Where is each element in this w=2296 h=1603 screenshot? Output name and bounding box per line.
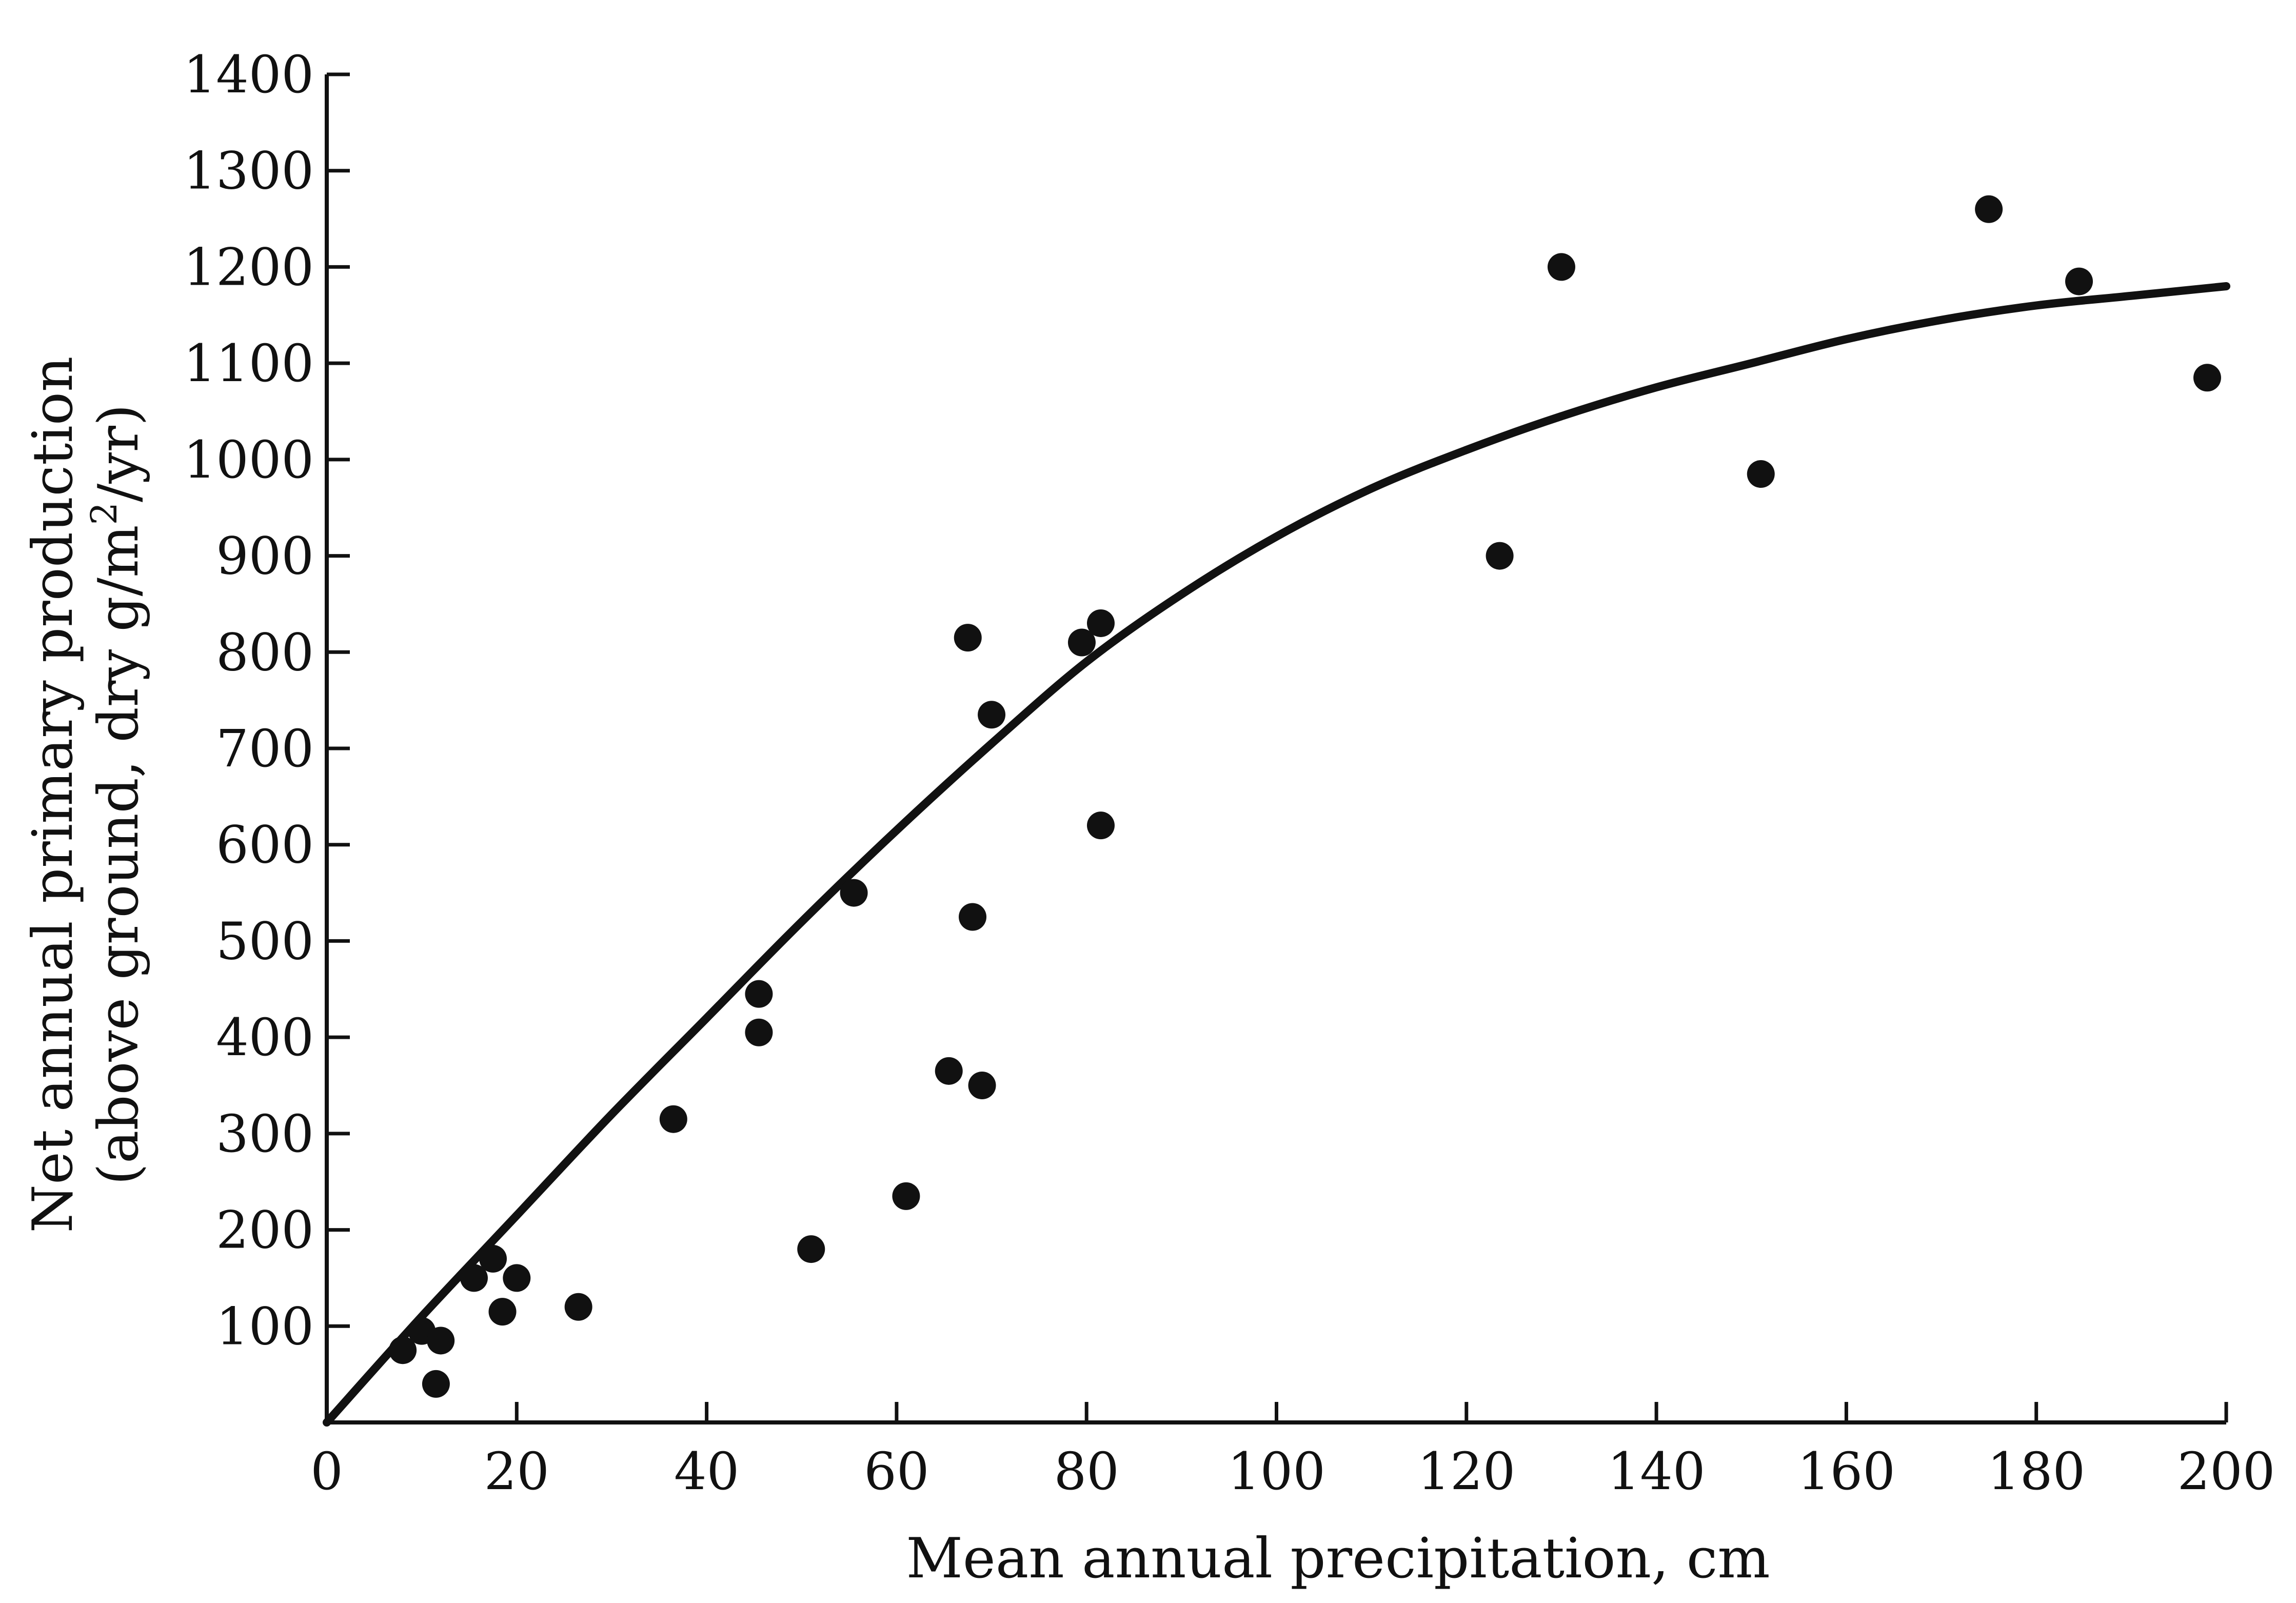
data-point <box>745 980 773 1008</box>
data-point <box>488 1298 517 1326</box>
data-point <box>840 879 868 907</box>
axes <box>325 74 2226 1424</box>
data-point <box>659 1105 687 1133</box>
x-tick-label: 40 <box>674 1441 739 1501</box>
y-axis-title-unit-superscript: 2 <box>83 502 125 525</box>
y-tick-label: 500 <box>216 911 314 971</box>
x-tick-label: 120 <box>1417 1441 1515 1501</box>
y-tick-label: 300 <box>216 1104 314 1164</box>
x-tick-label: 80 <box>1054 1441 1119 1501</box>
y-tick-label: 1100 <box>184 333 314 393</box>
y-tick-label: 1400 <box>184 45 314 105</box>
data-point <box>1975 195 2003 223</box>
y-tick-label: 900 <box>216 526 314 586</box>
y-axis-title: Net annual primary production (above gro… <box>21 356 151 1233</box>
fit-curve-layer <box>323 282 2230 1427</box>
data-point <box>1086 812 1115 840</box>
data-point <box>2065 267 2093 295</box>
y-tick-label: 1000 <box>184 430 314 490</box>
data-point <box>745 1018 773 1046</box>
y-tick-label: 700 <box>216 719 314 779</box>
data-point <box>959 903 987 931</box>
fit-curve <box>323 282 2230 1427</box>
data-point <box>954 624 982 652</box>
data-point <box>978 701 1006 729</box>
data-point <box>892 1182 920 1210</box>
x-tick-label: 60 <box>864 1441 929 1501</box>
x-tick-label: 100 <box>1228 1441 1325 1501</box>
y-tick-label: 600 <box>216 815 314 875</box>
y-tick-label: 800 <box>216 622 314 682</box>
data-point <box>935 1057 963 1085</box>
data-point <box>2193 364 2221 392</box>
y-axis-title-line2-suffix: /yr) <box>87 404 151 502</box>
x-ticks: 0 20 40 60 80 100 120 140 160 180 200 <box>310 1402 2275 1501</box>
y-tick-label: 100 <box>216 1296 314 1356</box>
data-point <box>460 1264 488 1292</box>
y-axis-title-line2: (above ground, dry g/m2/yr) <box>83 404 151 1185</box>
data-point <box>389 1336 417 1364</box>
data-point <box>797 1235 825 1263</box>
data-point <box>422 1370 450 1398</box>
y-axis-title-line2-prefix: (above ground, dry g/m <box>87 525 151 1185</box>
x-tick-label: 0 <box>310 1441 343 1501</box>
y-tick-label: 400 <box>216 1007 314 1067</box>
x-tick-label: 20 <box>484 1441 549 1501</box>
y-axis-title-line1: Net annual primary production <box>21 356 85 1233</box>
x-tick-label: 140 <box>1608 1441 1706 1501</box>
y-tick-label: 1200 <box>184 237 314 297</box>
y-ticks: 100 200 300 400 500 600 700 800 900 1000 1100 1200 1… <box>184 45 350 1356</box>
data-point <box>1086 609 1115 637</box>
data-point <box>1747 460 1775 488</box>
data-point <box>427 1327 455 1355</box>
x-tick-label: 160 <box>1797 1441 1895 1501</box>
data-point <box>1067 628 1096 657</box>
x-tick-label: 180 <box>1987 1441 2085 1501</box>
x-axis-title: Mean annual precipitation, cm <box>906 1527 1770 1591</box>
x-tick-label: 200 <box>2178 1441 2275 1501</box>
data-point <box>968 1072 996 1099</box>
data-point <box>1547 253 1575 281</box>
y-tick-label: 1300 <box>184 141 314 201</box>
data-points <box>389 195 2221 1398</box>
y-tick-label: 200 <box>216 1200 314 1260</box>
data-point <box>479 1244 507 1273</box>
data-point <box>1486 542 1514 570</box>
data-point <box>564 1293 592 1321</box>
data-point <box>503 1264 531 1292</box>
